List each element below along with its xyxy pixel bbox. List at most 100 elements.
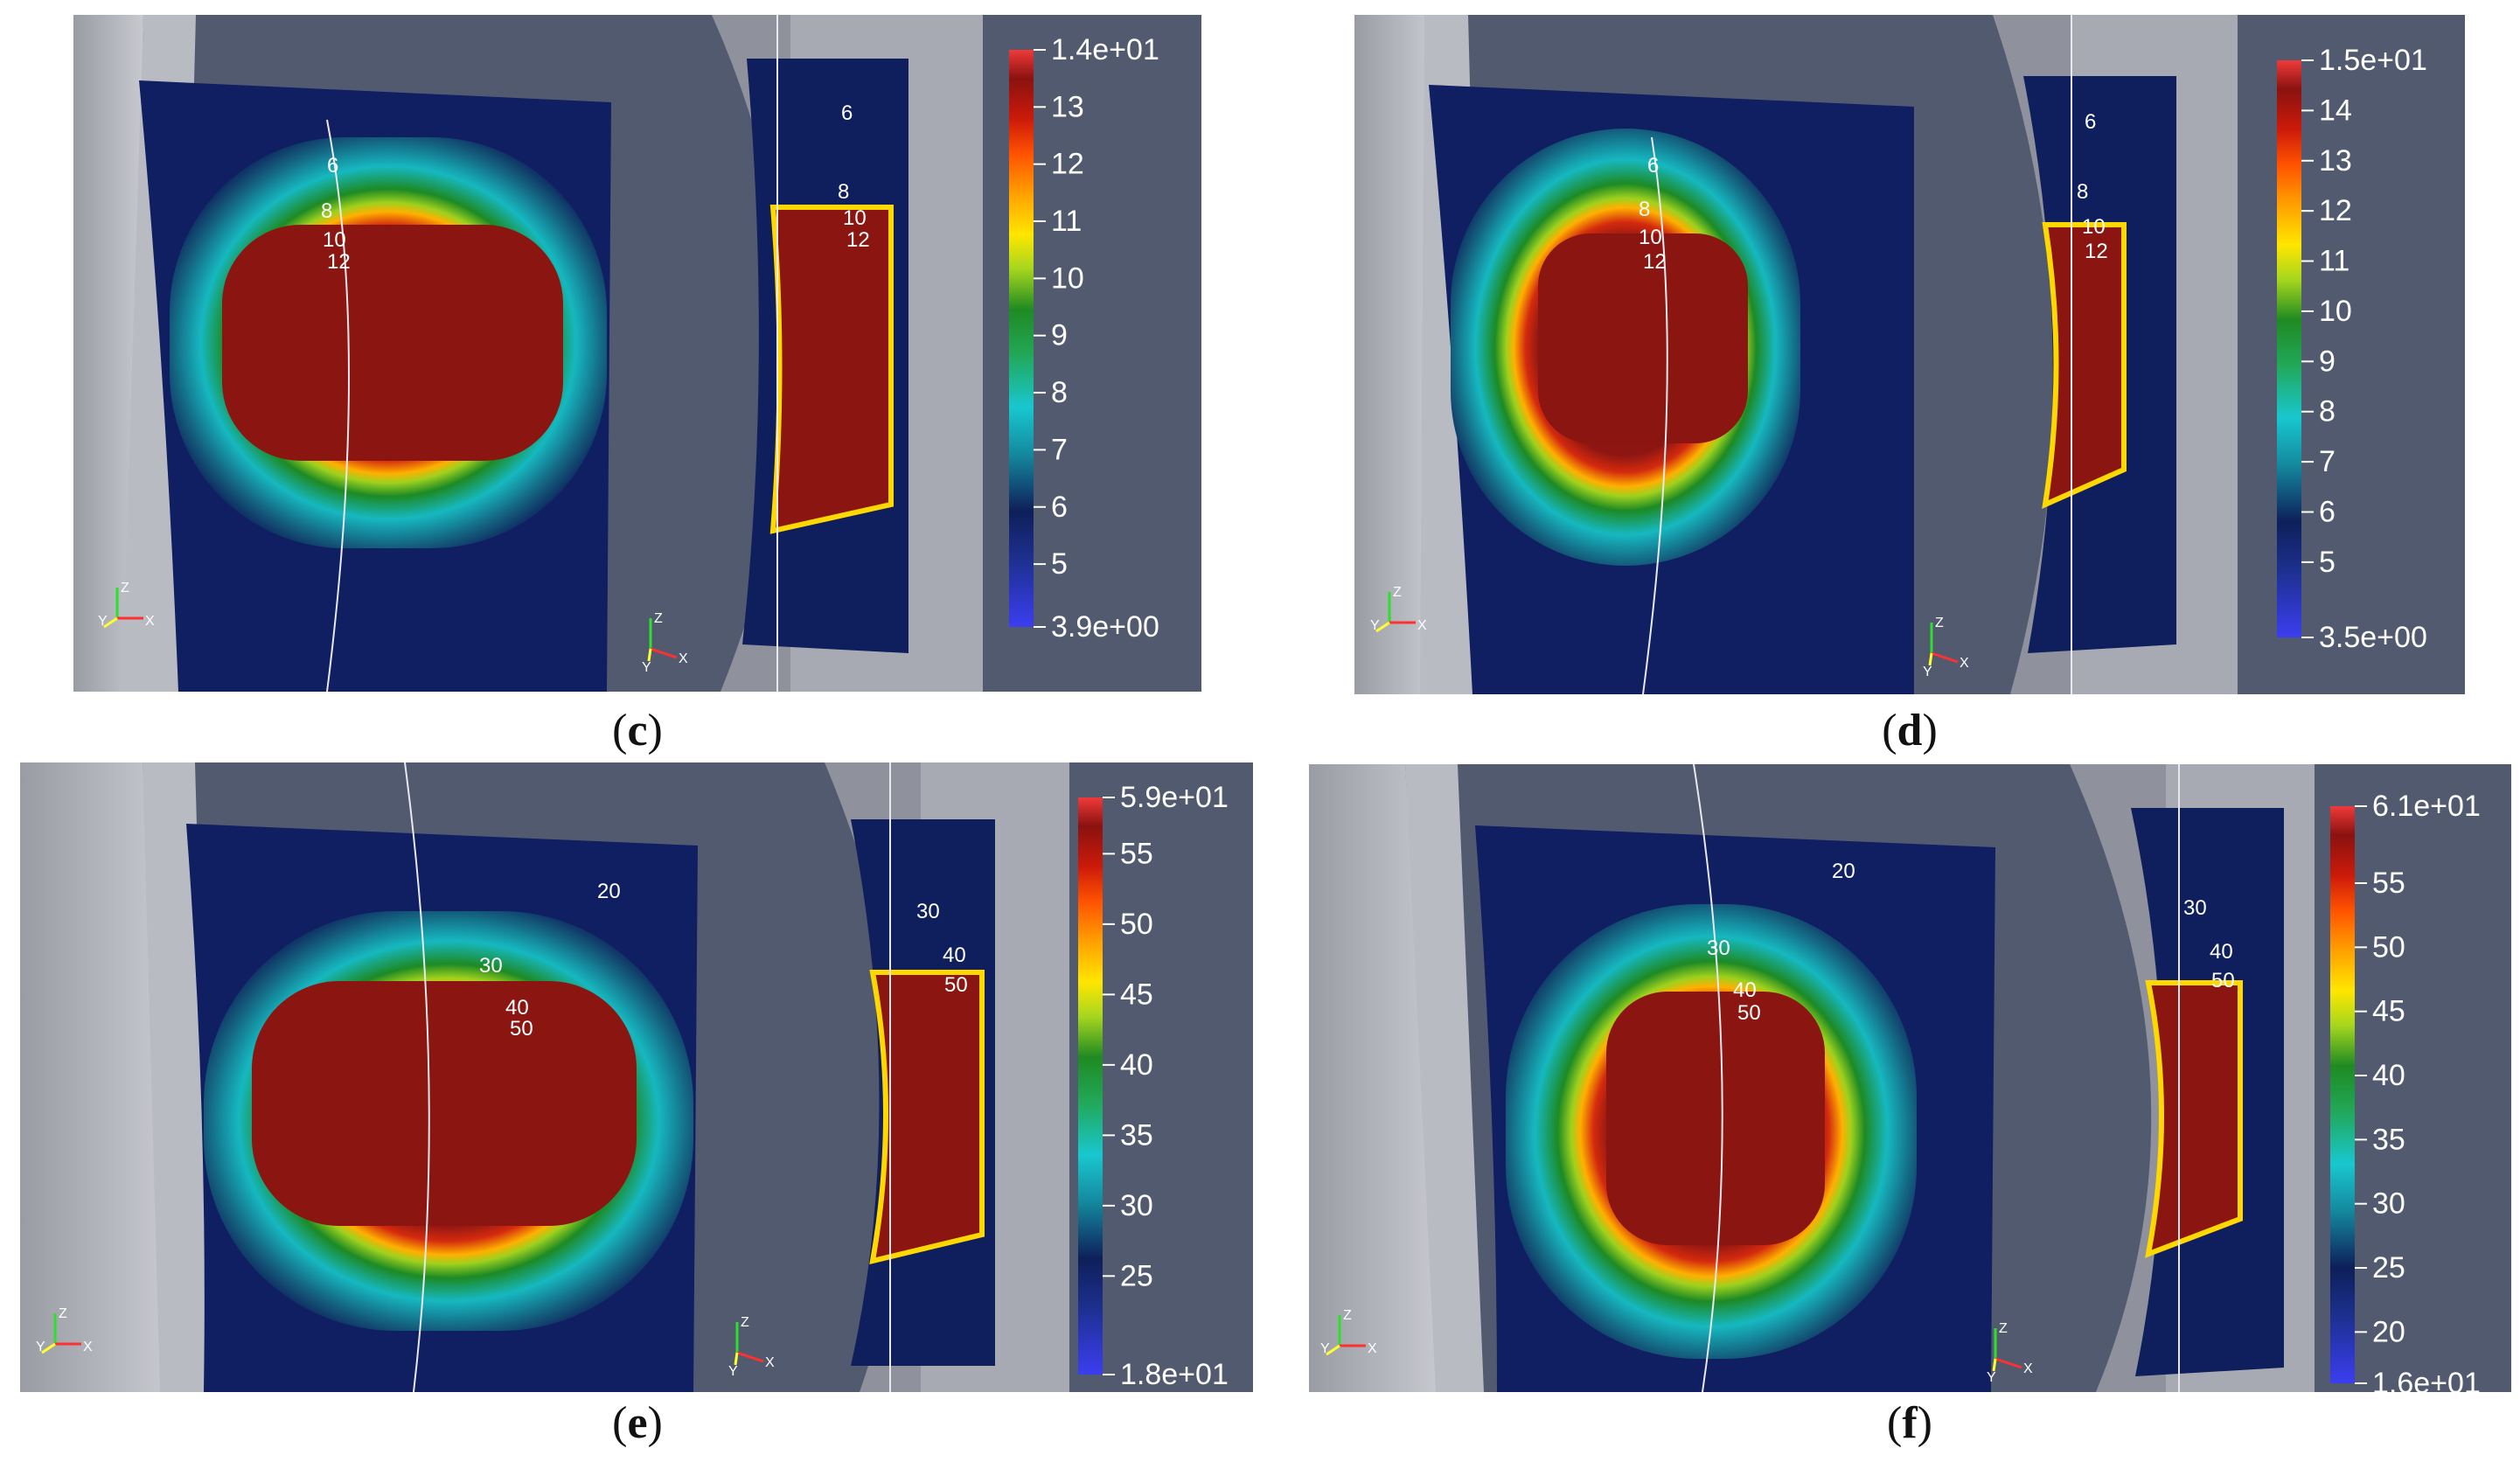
contour-label: 6 [327, 154, 338, 178]
grey-geometry-left [20, 762, 169, 1392]
colorbar-tick-label: 10 [2319, 295, 2352, 328]
colorbar-tick-label: 45 [1120, 978, 1153, 1011]
grey-geometry-right [2070, 764, 2166, 1392]
contour-label: 30 [916, 900, 940, 923]
axes-triad: Z Y X [1923, 616, 1969, 679]
colorbar-tick-label: 30 [1120, 1189, 1153, 1222]
contour-label: 10 [323, 228, 346, 252]
colorbar-min-label: 1.8e+01 [1120, 1358, 1229, 1391]
svg-text:X: X [1960, 656, 1969, 671]
colorbar-tick-label: 50 [2372, 930, 2405, 964]
field-core-right [769, 205, 894, 534]
svg-text:Z: Z [741, 1315, 749, 1330]
svg-text:Z: Z [1935, 616, 1944, 630]
colorbar: 5.9e+01 1.8e+01 55 50 45 40 35 30 25 [1078, 781, 1229, 1391]
colorbar-tick-label: 6 [1051, 491, 1068, 524]
contour-label: 10 [843, 206, 867, 230]
field-core-left [252, 981, 637, 1226]
svg-text:Y: Y [1320, 1341, 1330, 1356]
axes-triad: Z Y X [728, 1315, 775, 1379]
render-d: 6 8 10 12 6 8 10 12 Z Y X Z Y X 1.5e+01 3… [1354, 15, 2427, 694]
svg-text:X: X [1417, 618, 1427, 633]
colorbar-tick-label: 14 [2319, 94, 2352, 127]
field-core-left [1606, 992, 1825, 1245]
guide-line [404, 762, 430, 1392]
caption-d: (d) [1882, 706, 1938, 755]
svg-text:X: X [679, 651, 688, 666]
colorbar-tick-label: 35 [2372, 1123, 2405, 1156]
svg-text:Y: Y [1987, 1370, 1996, 1385]
svg-text:X: X [765, 1355, 775, 1370]
colorbar-min-label: 1.6e+01 [2372, 1367, 2481, 1392]
caption-f: (f) [1887, 1398, 1932, 1448]
contour-label: 10 [2082, 215, 2106, 239]
render-e: 20 30 40 50 30 40 50 Z Y X Z Y X 5.9e+01… [20, 762, 1229, 1392]
field-core-right [2042, 222, 2127, 509]
axes-triad: Z Y X [642, 611, 688, 675]
svg-text:Z: Z [1999, 1321, 2008, 1336]
contour-label: 12 [846, 228, 870, 252]
svg-text:X: X [2023, 1361, 2033, 1376]
contour-label: 12 [1643, 250, 1667, 274]
svg-text:Z: Z [1343, 1308, 1352, 1323]
grey-geometry-left-2 [1405, 764, 1484, 1392]
colorbar-tick-label: 9 [2319, 345, 2336, 378]
colorbar-tick-label: 25 [2372, 1251, 2405, 1285]
svg-text:X: X [145, 614, 155, 629]
field-core-right [2145, 980, 2243, 1258]
svg-text:Y: Y [642, 660, 651, 675]
contour-label: 10 [1639, 226, 1662, 249]
contour-label: 50 [510, 1017, 533, 1041]
colorbar-tick-label: 12 [2319, 194, 2352, 227]
colorbar-tick-label: 20 [2372, 1315, 2405, 1348]
contour-label: 50 [2211, 969, 2235, 992]
svg-text:Y: Y [728, 1364, 738, 1379]
contour-label: 6 [841, 101, 853, 125]
panel-d: 6 8 10 12 6 8 10 12 Z Y X Z Y X 1.5e+01 3… [1354, 15, 2465, 694]
axes-triad: Z Y X [1987, 1321, 2033, 1385]
contour-label: 40 [2210, 940, 2233, 964]
render-f: 20 30 40 50 30 40 50 Z Y X Z Y X 6.1e+01… [1309, 764, 2481, 1392]
caption-c: (c) [612, 706, 663, 755]
colorbar-tick-label: 6 [2319, 496, 2336, 529]
colorbar-tick-label: 40 [2372, 1059, 2405, 1092]
colorbar-gradient [2277, 60, 2301, 637]
svg-text:X: X [83, 1340, 93, 1354]
panel-e: 20 30 40 50 30 40 50 Z Y X Z Y X 5.9e+01… [20, 762, 1253, 1392]
contour-label: 8 [321, 199, 332, 223]
colorbar-tick-label: 45 [2372, 995, 2405, 1028]
colorbar-max-label: 6.1e+01 [2372, 790, 2481, 823]
colorbar-max-label: 1.5e+01 [2319, 44, 2427, 77]
colorbar-max-label: 5.9e+01 [1120, 781, 1229, 814]
colorbar-tick-label: 50 [1120, 908, 1153, 941]
colorbar-tick-label: 55 [2372, 867, 2405, 900]
caption-e: (e) [612, 1398, 663, 1448]
contour-label: 40 [943, 943, 966, 967]
colorbar-tick-label: 13 [1051, 90, 1084, 123]
colorbar-tick-label: 12 [1051, 148, 1084, 181]
contour-label: 6 [1647, 154, 1659, 178]
contour-label: 30 [479, 954, 503, 978]
svg-text:Z: Z [1393, 585, 1402, 600]
panel-c: 6 8 10 12 6 8 10 12 Z Y X Z Y X 1.4e+01 3… [73, 15, 1201, 692]
grey-geometry-left [1354, 15, 1433, 694]
svg-text:Y: Y [1923, 665, 1932, 679]
colorbar-tick-label: 10 [1051, 261, 1084, 295]
svg-text:Y: Y [36, 1340, 45, 1354]
grey-geometry-left [73, 15, 143, 692]
svg-text:Z: Z [121, 581, 129, 595]
colorbar-tick-label: 55 [1120, 837, 1153, 870]
contour-label: 8 [1639, 198, 1650, 221]
colorbar-tick-label: 7 [2319, 445, 2336, 478]
colorbar-tick-label: 9 [1051, 319, 1068, 352]
contour-label: 50 [944, 973, 968, 997]
colorbar-tick-label: 8 [2319, 395, 2336, 428]
contour-label: 30 [1707, 936, 1730, 960]
colorbar-tick-label: 8 [1051, 376, 1068, 409]
colorbar-tick-label: 7 [1051, 433, 1068, 466]
colorbar: 1.4e+01 3.9e+00 13 12 11 10 9 8 7 6 5 [1009, 33, 1159, 644]
contour-label: 40 [505, 996, 529, 1020]
contour-label: 6 [2085, 110, 2096, 134]
guide-line [326, 119, 350, 692]
contour-label: 8 [838, 180, 849, 204]
